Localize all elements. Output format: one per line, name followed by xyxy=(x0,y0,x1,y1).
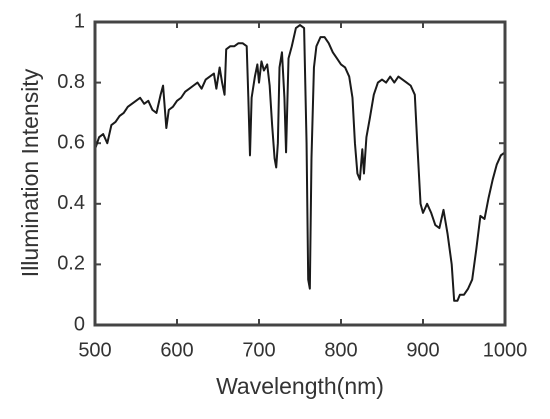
x-tick-label: 1000 xyxy=(483,339,528,361)
y-tick-label: 1 xyxy=(74,10,85,32)
x-tick-label: 800 xyxy=(324,339,357,361)
y-tick-label: 0.4 xyxy=(57,192,85,214)
y-tick-label: 0 xyxy=(74,313,85,335)
x-tick-label: 700 xyxy=(242,339,275,361)
plot-frame xyxy=(93,20,507,327)
x-tick-label: 600 xyxy=(160,339,193,361)
y-tick-label: 0.8 xyxy=(57,71,85,93)
x-tick-label: 900 xyxy=(406,339,439,361)
x-axis-label: Wavelength(nm) xyxy=(216,373,384,399)
y-axis-label: Illumination Intensity xyxy=(17,68,43,277)
line xyxy=(94,24,506,302)
y-tick-label: 0.6 xyxy=(57,131,85,153)
x-tick-label: 500 xyxy=(78,339,111,361)
y-tick-label: 0.2 xyxy=(57,253,85,275)
